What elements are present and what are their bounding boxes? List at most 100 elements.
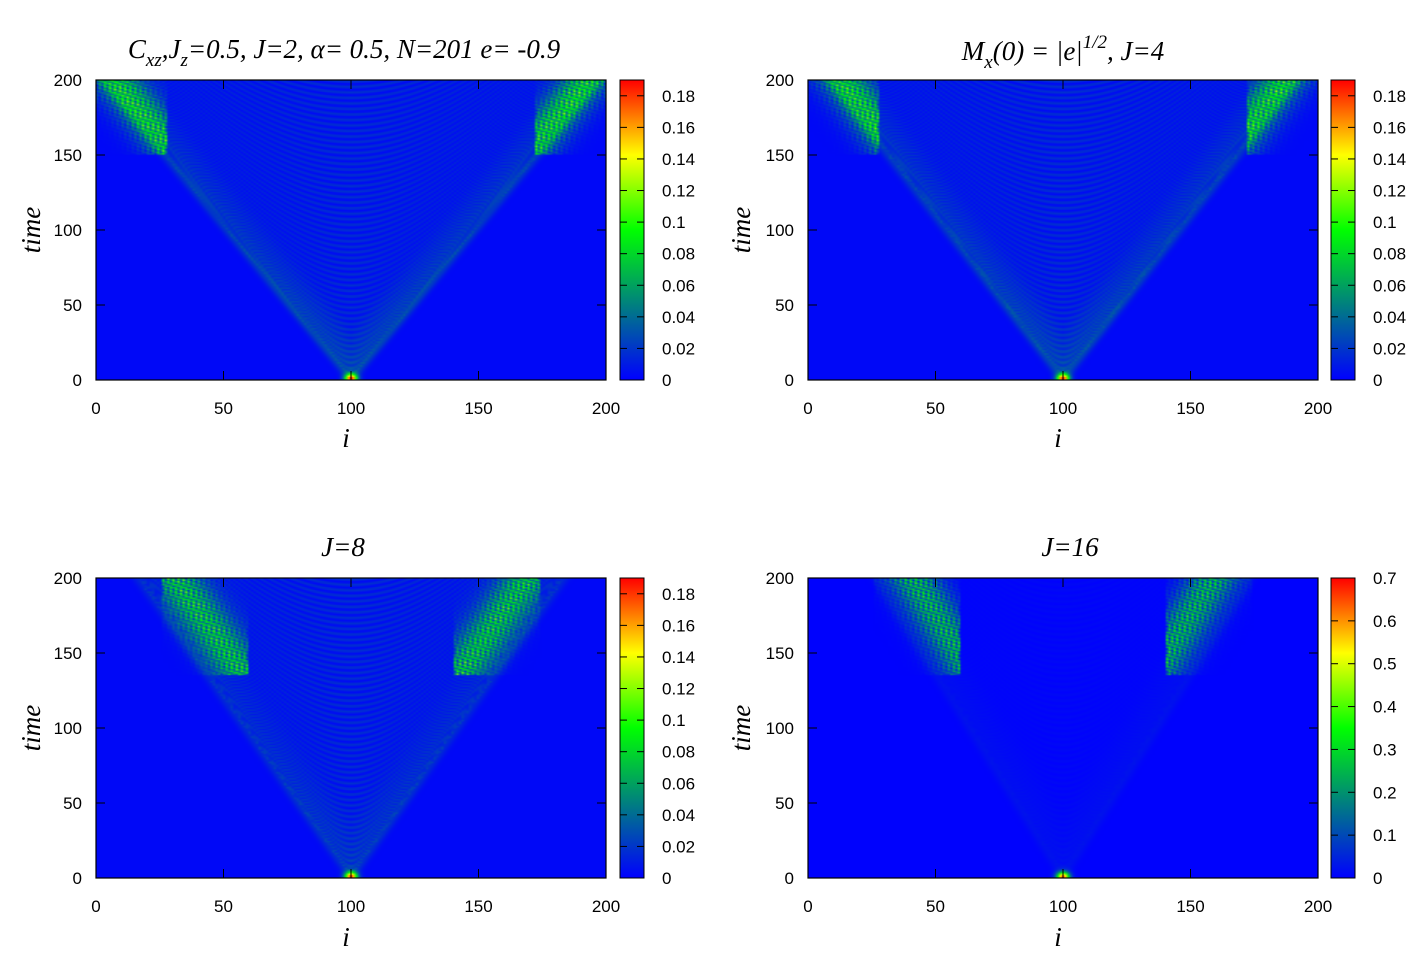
colorbar-tick-label: 0.12 [1373, 182, 1406, 201]
y-tick-label: 200 [766, 71, 794, 90]
x-tick-label: 0 [803, 399, 812, 418]
colorbar-tick-label: 0.12 [662, 182, 695, 201]
colorbar-tick-label: 0.08 [1373, 245, 1406, 264]
colorbar-tick-label: 0.6 [1373, 612, 1397, 631]
colorbar-tick-label: 0.1 [662, 711, 686, 730]
colorbar-tick-label: 0.18 [662, 87, 695, 106]
x-tick-label: 0 [91, 399, 100, 418]
colorbar-tick-label: 0.02 [1373, 339, 1406, 358]
x-tick-label: 100 [1049, 399, 1077, 418]
colorbar [1330, 79, 1356, 381]
colorbar-tick-label: 0 [662, 869, 671, 888]
x-tick-label: 50 [214, 399, 233, 418]
colorbar-tick-label: 0.16 [1373, 118, 1406, 137]
colorbar-tick-label: 0.3 [1373, 740, 1397, 759]
y-tick-label: 150 [54, 644, 82, 663]
y-tick-label: 50 [63, 794, 82, 813]
colorbar-tick-label: 0.04 [662, 806, 695, 825]
colorbar-tick-label: 0 [1373, 869, 1382, 888]
y-tick-label: 50 [775, 794, 794, 813]
x-tick-label: 50 [926, 897, 945, 916]
y-tick-label: 100 [54, 221, 82, 240]
x-tick-label: 200 [592, 897, 620, 916]
heatmap-image [808, 80, 1318, 380]
colorbar [619, 577, 645, 879]
colorbar [1330, 577, 1356, 879]
y-tick-label: 0 [73, 869, 82, 888]
colorbar-tick-label: 0.16 [662, 118, 695, 137]
colorbar-tick-label: 0.2 [1373, 783, 1397, 802]
y-tick-label: 50 [63, 296, 82, 315]
y-axis-label: time [726, 207, 756, 254]
y-tick-label: 150 [766, 644, 794, 663]
colorbar-tick-label: 0.08 [662, 245, 695, 264]
colorbar-tick-label: 0.06 [1373, 276, 1406, 295]
colorbar-tick-label: 0 [1373, 371, 1382, 390]
heatmap-image [96, 80, 606, 380]
x-tick-label: 100 [1049, 897, 1077, 916]
x-axis-label: i [342, 922, 350, 952]
y-tick-label: 0 [73, 371, 82, 390]
colorbar-tick-label: 0.1 [1373, 826, 1397, 845]
y-tick-label: 100 [766, 221, 794, 240]
colorbar [619, 79, 645, 381]
colorbar-tick-label: 0 [662, 371, 671, 390]
y-tick-label: 200 [54, 569, 82, 588]
colorbar-tick-label: 0.02 [662, 837, 695, 856]
colorbar-tick-label: 0.08 [662, 743, 695, 762]
panel-title: J=8 [321, 532, 365, 562]
x-tick-label: 200 [1304, 897, 1332, 916]
colorbar-tick-label: 0.14 [1373, 150, 1406, 169]
panel-title: J=16 [1041, 532, 1099, 562]
panel-title: Cxz,Jz=0.5, J=2, α= 0.5, N=201 e= -0.9 [128, 34, 561, 71]
y-tick-label: 200 [766, 569, 794, 588]
y-axis-label: time [16, 705, 46, 752]
heatmap-panel-j8: J=8 time i 0 50 100 150 200 0 50 100 150 200 0 0.02… [16, 532, 695, 952]
x-tick-label: 0 [91, 897, 100, 916]
colorbar-tick-label: 0.1 [662, 213, 686, 232]
y-tick-label: 200 [54, 71, 82, 90]
x-tick-label: 100 [337, 897, 365, 916]
y-tick-label: 150 [766, 146, 794, 165]
x-tick-label: 150 [464, 897, 492, 916]
heatmap-image [808, 578, 1318, 878]
y-tick-label: 50 [775, 296, 794, 315]
y-axis-label: time [726, 705, 756, 752]
colorbar-tick-label: 0.12 [662, 680, 695, 699]
colorbar-tick-label: 0.14 [662, 150, 695, 169]
colorbar-tick-label: 0.14 [662, 648, 695, 667]
y-axis-label: time [16, 207, 46, 254]
heatmap-panel-j16: J=16 time i 0 50 100 150 200 0 50 100 150 200 0 0.1… [726, 532, 1397, 952]
colorbar-tick-label: 0.16 [662, 616, 695, 635]
y-tick-label: 100 [54, 719, 82, 738]
x-tick-label: 0 [803, 897, 812, 916]
heatmap-image [96, 578, 606, 878]
x-tick-label: 150 [464, 399, 492, 418]
colorbar-tick-label: 0.18 [1373, 87, 1406, 106]
colorbar-tick-label: 0.04 [662, 308, 695, 327]
colorbar-tick-label: 0.4 [1373, 698, 1397, 717]
y-tick-label: 100 [766, 719, 794, 738]
x-tick-label: 200 [1304, 399, 1332, 418]
panel-title: Mx(0) = |e|1/2, J=4 [961, 32, 1164, 73]
heatmap-panel-j2: Cxz,Jz=0.5, J=2, α= 0.5, N=201 e= -0.9 t… [16, 34, 695, 453]
colorbar-tick-label: 0.02 [662, 339, 695, 358]
colorbar-tick-label: 0.5 [1373, 655, 1397, 674]
x-tick-label: 200 [592, 399, 620, 418]
x-axis-label: i [1054, 423, 1062, 453]
x-axis-label: i [1054, 922, 1062, 952]
colorbar-tick-label: 0.06 [662, 774, 695, 793]
colorbar-tick-label: 0.04 [1373, 308, 1406, 327]
colorbar-tick-label: 0.7 [1373, 569, 1397, 588]
x-tick-label: 50 [926, 399, 945, 418]
colorbar-tick-label: 0.1 [1373, 213, 1397, 232]
x-tick-label: 150 [1176, 399, 1204, 418]
y-tick-label: 0 [785, 869, 794, 888]
colorbar-tick-label: 0.06 [662, 276, 695, 295]
y-tick-label: 150 [54, 146, 82, 165]
x-tick-label: 50 [214, 897, 233, 916]
colorbar-tick-label: 0.18 [662, 585, 695, 604]
x-axis-label: i [342, 423, 350, 453]
x-tick-label: 150 [1176, 897, 1204, 916]
